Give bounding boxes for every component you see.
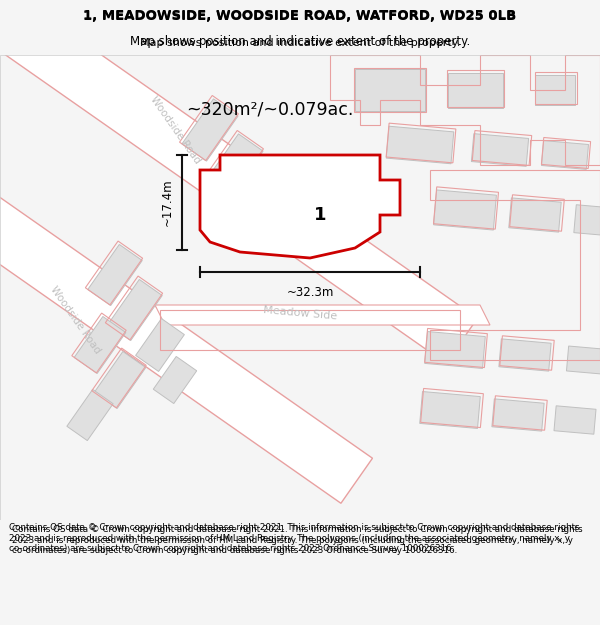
Polygon shape xyxy=(566,346,600,374)
Polygon shape xyxy=(207,134,263,196)
Polygon shape xyxy=(574,205,600,235)
Polygon shape xyxy=(355,69,425,111)
Text: 1: 1 xyxy=(314,206,326,224)
Polygon shape xyxy=(541,141,589,169)
Polygon shape xyxy=(182,99,238,161)
Polygon shape xyxy=(0,57,373,503)
Text: Contains OS data © Crown copyright and database right 2021. This information is : Contains OS data © Crown copyright and d… xyxy=(9,523,580,553)
Polygon shape xyxy=(420,391,480,429)
Polygon shape xyxy=(74,316,126,374)
Text: Meadow Side: Meadow Side xyxy=(263,305,337,321)
Polygon shape xyxy=(499,339,551,371)
Polygon shape xyxy=(448,72,503,107)
Text: Map shows position and indicative extent of the property.: Map shows position and indicative extent… xyxy=(130,35,470,48)
Polygon shape xyxy=(425,331,485,369)
Text: 1, MEADOWSIDE, WOODSIDE ROAD, WATFORD, WD25 0LB: 1, MEADOWSIDE, WOODSIDE ROAD, WATFORD, W… xyxy=(83,10,517,23)
Polygon shape xyxy=(509,198,561,232)
Text: Contains OS data © Crown copyright and database right 2021. This information is : Contains OS data © Crown copyright and d… xyxy=(12,525,583,555)
Text: ~320m²/~0.079ac.: ~320m²/~0.079ac. xyxy=(187,101,353,119)
Polygon shape xyxy=(94,351,146,409)
Polygon shape xyxy=(434,190,496,230)
Text: Woodside Road: Woodside Road xyxy=(148,94,202,166)
Polygon shape xyxy=(67,389,113,441)
Polygon shape xyxy=(108,279,162,341)
Text: Map shows position and indicative extent of the property.: Map shows position and indicative extent… xyxy=(140,38,460,48)
Polygon shape xyxy=(136,319,184,371)
Polygon shape xyxy=(535,75,575,105)
Polygon shape xyxy=(492,399,544,431)
Polygon shape xyxy=(0,0,478,363)
Polygon shape xyxy=(386,126,454,164)
Text: 1, MEADOWSIDE, WOODSIDE ROAD, WATFORD, WD25 0LB: 1, MEADOWSIDE, WOODSIDE ROAD, WATFORD, W… xyxy=(83,9,517,22)
Polygon shape xyxy=(554,406,596,434)
Polygon shape xyxy=(200,155,400,258)
Polygon shape xyxy=(155,305,490,325)
Polygon shape xyxy=(472,134,529,166)
Polygon shape xyxy=(230,172,360,242)
Text: ~32.3m: ~32.3m xyxy=(286,286,334,299)
Text: Woodside Road: Woodside Road xyxy=(48,284,102,356)
Polygon shape xyxy=(153,356,197,404)
Text: ~17.4m: ~17.4m xyxy=(161,179,174,226)
Polygon shape xyxy=(88,244,142,306)
